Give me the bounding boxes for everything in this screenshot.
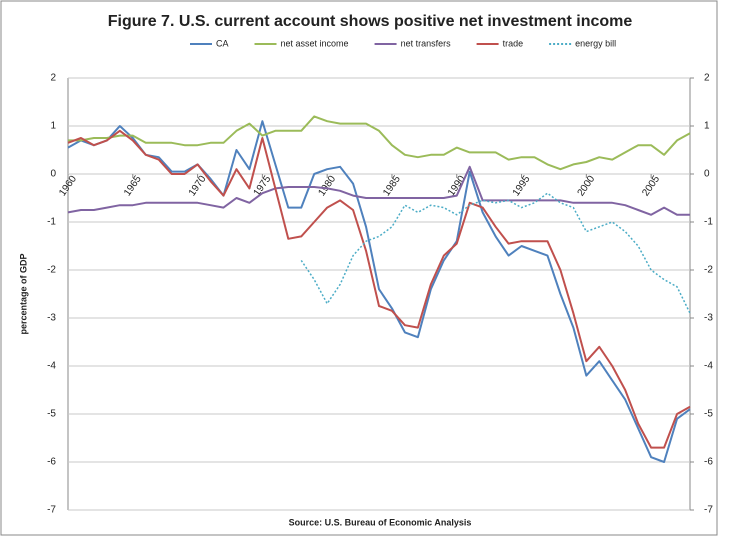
y-tick-label: -3 (47, 313, 56, 324)
series-line (67, 129, 691, 449)
y2-tick-label: 0 (704, 169, 710, 180)
y2-tick-label: -6 (704, 457, 713, 468)
chart-frame (0, 0, 718, 536)
y-tick-label: -2 (47, 265, 56, 276)
y2-tick-label: 1 (704, 121, 710, 132)
legend-label: trade (503, 38, 524, 48)
y-tick-label: 2 (50, 73, 56, 84)
y-tick-label: -5 (47, 409, 56, 420)
legend-label: energy bill (575, 38, 616, 48)
series-line (67, 165, 690, 216)
y2-tick-label: -3 (704, 313, 713, 324)
legend-label: net asset income (281, 38, 349, 48)
source-note: Source: U.S. Bureau of Economic Analysis (289, 517, 472, 527)
y-axis-label: percentage of GDP (18, 253, 28, 334)
legend-label: net transfers (401, 38, 452, 48)
y2-tick-label: -5 (704, 409, 713, 420)
chart-title: Figure 7. U.S. current account shows pos… (108, 13, 633, 30)
series-line (300, 192, 691, 314)
y2-tick-label: 2 (704, 73, 710, 84)
y2-tick-label: -4 (704, 361, 713, 372)
y-tick-label: 1 (50, 121, 56, 132)
legend-label: CA (216, 38, 229, 48)
y-tick-label: -1 (47, 217, 56, 228)
y-tick-label: -4 (47, 361, 56, 372)
series-line (67, 120, 691, 463)
y-tick-label: -7 (47, 505, 56, 516)
series-line (68, 115, 691, 171)
y2-tick-label: -7 (704, 505, 713, 516)
y2-tick-label: -1 (704, 217, 713, 228)
y-tick-label: 0 (50, 169, 56, 180)
y-tick-label: -6 (47, 457, 56, 468)
y2-tick-label: -2 (704, 265, 713, 276)
